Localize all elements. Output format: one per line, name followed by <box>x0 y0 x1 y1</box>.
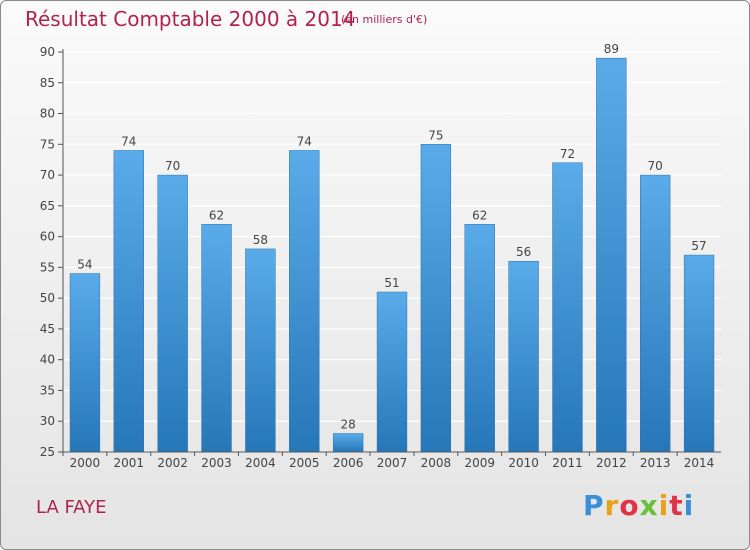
data-label-2007: 51 <box>384 276 399 290</box>
x-tick-label-2013: 2013 <box>640 456 671 470</box>
y-tick-label: 60 <box>40 230 55 244</box>
data-label-2008: 75 <box>428 128 443 142</box>
y-tick-label: 80 <box>40 107 55 121</box>
bar-2012 <box>596 57 627 453</box>
x-tick-label-2002: 2002 <box>157 456 188 470</box>
bar-2010 <box>508 260 539 453</box>
bar-2004 <box>245 248 276 453</box>
x-tick-label-2003: 2003 <box>201 456 232 470</box>
data-label-2000: 54 <box>77 258 92 272</box>
location-label: LA FAYE <box>36 497 107 518</box>
data-label-2009: 62 <box>472 208 487 222</box>
data-label-2010: 56 <box>516 245 531 259</box>
bars <box>69 57 715 453</box>
bar-2009 <box>464 224 495 453</box>
bar-2001 <box>113 150 144 453</box>
x-tick-label-2008: 2008 <box>421 456 452 470</box>
x-tick-label-2001: 2001 <box>114 456 145 470</box>
x-tick-label-2009: 2009 <box>464 456 495 470</box>
data-label-2003: 62 <box>209 208 224 222</box>
data-label-2004: 58 <box>253 233 268 247</box>
y-tick-label: 30 <box>40 414 55 428</box>
y-tick-label: 45 <box>40 322 55 336</box>
y-tick-label: 40 <box>40 353 55 367</box>
x-tick-label-2007: 2007 <box>377 456 408 470</box>
x-tick-label-2010: 2010 <box>508 456 539 470</box>
y-tick-label: 75 <box>40 137 55 151</box>
bar-2006 <box>332 433 364 453</box>
chart-title: Résultat Comptable 2000 à 2014 <box>25 7 356 31</box>
y-tick-label: 70 <box>40 168 55 182</box>
y-tick-label: 35 <box>40 383 55 397</box>
x-tick-label-2004: 2004 <box>245 456 276 470</box>
x-tick-label-2006: 2006 <box>333 456 364 470</box>
data-label-2002: 70 <box>165 159 180 173</box>
bar-2002 <box>157 174 188 453</box>
data-label-2005: 74 <box>297 134 312 148</box>
y-tick-label: 50 <box>40 291 55 305</box>
chart-subtitle: (en milliers d'€) <box>341 13 428 26</box>
data-label-2014: 57 <box>691 239 706 253</box>
proxiti-logo: Proxiti <box>583 489 695 522</box>
x-tick-label-2000: 2000 <box>70 456 101 470</box>
x-tick-label-2011: 2011 <box>552 456 583 470</box>
y-tick-label: 85 <box>40 76 55 90</box>
bar-2003 <box>201 224 232 453</box>
axes: 25 30 35 40 45 50 55 60 65 70 75 80 85 90 2000 2001 2002… <box>40 45 721 470</box>
bar-2013 <box>640 174 671 453</box>
bar-2000 <box>69 273 101 453</box>
bar-2011 <box>552 162 583 453</box>
data-label-2012: 89 <box>604 42 619 56</box>
data-labels: 54 74 70 62 58 74 28 51 75 62 56 72 89 70 57 <box>77 42 706 431</box>
bar-2014 <box>683 254 715 453</box>
data-label-2001: 74 <box>121 134 136 148</box>
y-tick-label: 25 <box>40 445 55 459</box>
data-label-2013: 70 <box>648 159 663 173</box>
data-label-2011: 72 <box>560 147 575 161</box>
bar-2007 <box>376 291 408 453</box>
bar-2008 <box>420 144 452 453</box>
y-tick-label: 90 <box>40 45 55 59</box>
y-tick-label: 55 <box>40 260 55 274</box>
y-tick-label: 65 <box>40 199 55 213</box>
x-tick-label-2012: 2012 <box>596 456 627 470</box>
x-tick-label-2005: 2005 <box>289 456 320 470</box>
bar-2005 <box>289 150 320 453</box>
x-tick-label-2014: 2014 <box>684 456 715 470</box>
data-label-2006: 28 <box>340 418 355 432</box>
